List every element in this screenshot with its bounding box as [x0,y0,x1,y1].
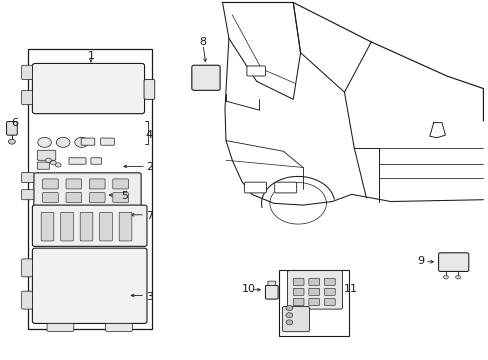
Text: 7: 7 [145,211,153,221]
FancyBboxPatch shape [244,182,266,193]
Text: 3: 3 [145,292,153,302]
Bar [278,270,348,336]
FancyBboxPatch shape [119,212,132,241]
FancyBboxPatch shape [274,182,296,193]
FancyBboxPatch shape [81,138,95,145]
Text: 1: 1 [87,51,94,61]
FancyBboxPatch shape [308,288,319,296]
FancyBboxPatch shape [191,65,220,90]
FancyBboxPatch shape [267,281,275,285]
Circle shape [45,158,51,162]
Circle shape [285,313,292,318]
FancyBboxPatch shape [41,212,54,241]
FancyBboxPatch shape [438,253,468,271]
FancyBboxPatch shape [21,65,32,80]
FancyBboxPatch shape [293,298,304,306]
FancyBboxPatch shape [324,298,334,306]
FancyBboxPatch shape [21,90,32,105]
FancyBboxPatch shape [287,271,342,309]
FancyBboxPatch shape [47,323,74,331]
FancyBboxPatch shape [324,278,334,285]
Circle shape [443,275,447,279]
Bar [27,49,152,329]
FancyBboxPatch shape [21,172,34,183]
Text: 11: 11 [343,284,357,294]
FancyBboxPatch shape [61,212,73,241]
FancyBboxPatch shape [105,323,132,331]
FancyBboxPatch shape [37,150,56,160]
Text: 6: 6 [11,118,18,128]
Text: 4: 4 [145,130,153,140]
Circle shape [38,137,51,147]
Text: 2: 2 [145,162,153,172]
FancyBboxPatch shape [113,179,128,189]
Circle shape [455,275,460,279]
Circle shape [285,320,292,325]
FancyBboxPatch shape [89,179,105,189]
FancyBboxPatch shape [21,190,34,200]
Circle shape [285,306,292,311]
FancyBboxPatch shape [293,288,304,296]
FancyBboxPatch shape [100,212,112,241]
Text: 9: 9 [417,256,424,266]
FancyBboxPatch shape [282,306,309,332]
FancyBboxPatch shape [308,298,319,306]
Circle shape [56,137,70,147]
FancyBboxPatch shape [6,122,17,135]
FancyBboxPatch shape [89,193,105,203]
FancyBboxPatch shape [80,212,93,241]
FancyBboxPatch shape [32,63,144,114]
FancyBboxPatch shape [42,179,58,189]
Circle shape [8,139,15,144]
FancyBboxPatch shape [66,193,81,203]
Text: 10: 10 [241,284,255,294]
FancyBboxPatch shape [37,162,49,169]
FancyBboxPatch shape [21,291,32,309]
FancyBboxPatch shape [265,285,278,299]
FancyBboxPatch shape [293,278,304,285]
FancyBboxPatch shape [308,278,319,285]
FancyBboxPatch shape [32,248,147,323]
FancyBboxPatch shape [69,158,86,164]
FancyBboxPatch shape [66,179,81,189]
Text: 5: 5 [122,191,128,201]
FancyBboxPatch shape [34,173,141,207]
FancyBboxPatch shape [324,288,334,296]
FancyBboxPatch shape [144,80,155,99]
FancyBboxPatch shape [32,205,147,246]
Circle shape [55,163,61,167]
FancyBboxPatch shape [101,138,114,145]
FancyBboxPatch shape [113,193,128,203]
FancyBboxPatch shape [21,259,32,277]
FancyBboxPatch shape [42,193,58,203]
Circle shape [75,137,88,147]
Circle shape [50,161,56,165]
FancyBboxPatch shape [91,158,102,164]
Text: 8: 8 [199,37,206,47]
FancyBboxPatch shape [246,66,265,76]
